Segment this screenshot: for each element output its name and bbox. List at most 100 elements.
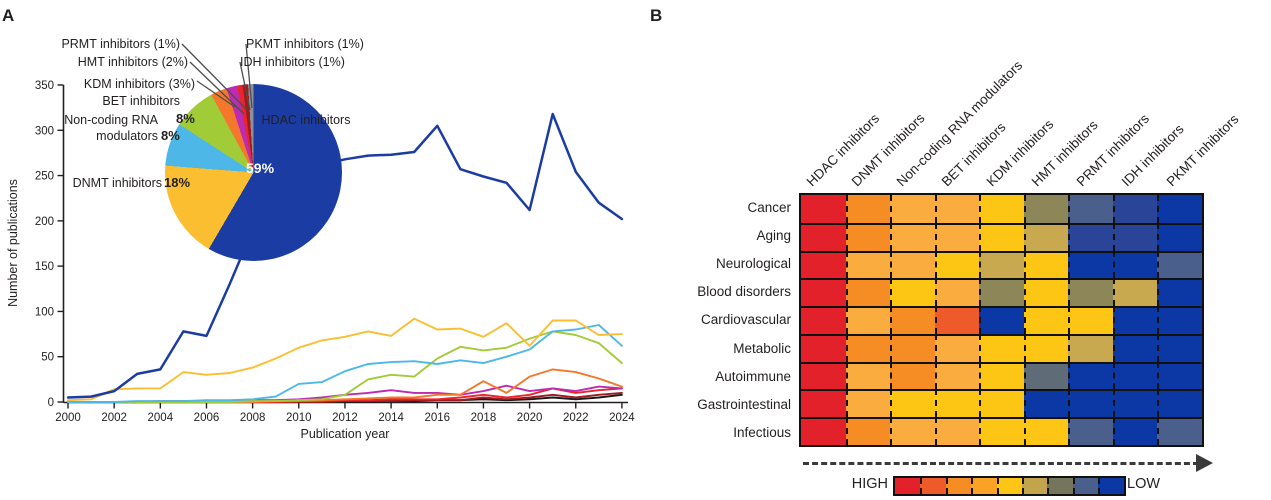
y-tick-label: 100 bbox=[35, 306, 54, 318]
y-tick-label: 0 bbox=[48, 397, 54, 409]
color-scale-swatch bbox=[920, 478, 946, 494]
heatmap-cell bbox=[1157, 333, 1202, 362]
heatmap-cell bbox=[1112, 250, 1158, 279]
heatmap-row-label: Blood disorders bbox=[697, 284, 791, 300]
pie-percent-bet: 8% bbox=[176, 111, 195, 126]
heatmap-cell bbox=[934, 195, 980, 223]
heatmap-row-label: Cancer bbox=[747, 199, 791, 215]
heatmap-cell bbox=[890, 361, 935, 390]
heatmap-cell bbox=[1023, 333, 1069, 362]
heatmap-cell bbox=[1112, 361, 1158, 390]
heatmap-row-label: Gastrointestinal bbox=[697, 397, 791, 413]
panel-b-label: B bbox=[650, 6, 663, 25]
heatmap-cell bbox=[1068, 389, 1113, 418]
heatmap-cell bbox=[801, 333, 846, 362]
heatmap-cell bbox=[890, 389, 935, 418]
heatmap-cell bbox=[934, 222, 980, 251]
y-axis-title: Number of publications bbox=[6, 179, 20, 307]
series-line-non-coding-rna-modulators bbox=[67, 324, 623, 403]
heatmap-cell bbox=[845, 333, 891, 362]
color-scale-swatch bbox=[1021, 478, 1048, 494]
heatmap-cell bbox=[1112, 333, 1158, 362]
heatmap-cell bbox=[1157, 417, 1202, 445]
heatmap-row-labels: Cancer Aging Neurological Blood disorders Ca… bbox=[640, 193, 795, 447]
publications-line-chart: 0 50 100 150 200 250 300 350 2000 2002 2004 2006 200… bbox=[6, 80, 635, 441]
x-tick-label: 2012 bbox=[332, 412, 358, 424]
heatmap-cell bbox=[979, 195, 1024, 223]
heatmap-cell bbox=[890, 417, 935, 445]
legend-high-label: HIGH bbox=[851, 476, 888, 492]
y-tick-label: 250 bbox=[35, 171, 54, 183]
heatmap-cell bbox=[1157, 361, 1202, 390]
heatmap-cell bbox=[1112, 389, 1158, 418]
y-tick-label: 50 bbox=[41, 352, 54, 364]
heatmap-cell bbox=[1157, 195, 1202, 223]
heatmap-cell bbox=[801, 222, 846, 251]
heatmap-cell bbox=[801, 278, 846, 307]
heatmap-cell bbox=[890, 195, 935, 223]
color-scale-swatch bbox=[1098, 478, 1124, 494]
x-tick-label: 2002 bbox=[101, 412, 127, 424]
color-scale-swatch bbox=[1072, 478, 1099, 494]
heatmap-row-label: Autoimmune bbox=[715, 368, 791, 384]
heatmap-cell bbox=[1023, 195, 1069, 223]
pie-percent-ncrna: 8% bbox=[161, 128, 180, 143]
heatmap-cell bbox=[979, 333, 1024, 362]
heatmap-cell bbox=[1112, 278, 1158, 307]
pie-callout-pkmt: PKMT inhibitors (1%) bbox=[246, 36, 364, 51]
pie-callout-idh: IDH inhibitors (1%) bbox=[240, 54, 345, 69]
heatmap-cell bbox=[801, 250, 846, 279]
heatmap-cell bbox=[801, 417, 846, 445]
heatmap-row-label: Metabolic bbox=[733, 340, 791, 356]
heatmap-cell bbox=[845, 389, 891, 418]
heatmap-cell bbox=[845, 306, 891, 334]
color-scale-swatch bbox=[971, 478, 997, 494]
heatmap-cell bbox=[979, 306, 1024, 334]
x-tick-label: 2000 bbox=[55, 412, 81, 424]
heatmap-cell bbox=[1068, 417, 1113, 445]
heatmap-cell bbox=[845, 222, 891, 251]
pie-callout-prmt: PRMT inhibitors (1%) bbox=[61, 36, 180, 51]
heatmap-cell bbox=[890, 333, 935, 362]
heatmap-cell bbox=[934, 306, 980, 334]
heatmap-row-label: Infectious bbox=[733, 425, 791, 441]
panel-b: B HDAC inhibitors DNMT inhibitors Non-codi… bbox=[640, 0, 1271, 500]
x-tick-label: 2008 bbox=[240, 412, 266, 424]
heatmap-cell bbox=[934, 361, 980, 390]
heatmap-cell bbox=[1157, 389, 1202, 418]
panel-a-label: A bbox=[2, 6, 15, 25]
color-scale-swatch bbox=[945, 478, 972, 494]
heatmap-cell bbox=[1023, 278, 1069, 307]
x-tick-label: 2018 bbox=[471, 412, 497, 424]
color-scale-bar bbox=[893, 476, 1126, 496]
heatmap-cell bbox=[1068, 333, 1113, 362]
heatmap-cell bbox=[1023, 361, 1069, 390]
x-tick-label: 2020 bbox=[517, 412, 543, 424]
series-line-dnmt-inhibitors bbox=[67, 317, 623, 402]
heatmap-cell bbox=[801, 389, 846, 418]
heatmap-cell bbox=[1157, 222, 1202, 251]
pie-callout-dnmt: DNMT inhibitors bbox=[72, 176, 162, 190]
heatmap-cell bbox=[1157, 306, 1202, 334]
heatmap-cell bbox=[1112, 195, 1158, 223]
pie-callout-kdm: KDM inhibitors (3%) bbox=[83, 76, 195, 91]
heatmap-row-label: Cardiovascular bbox=[700, 312, 791, 328]
heatmap-cell bbox=[845, 250, 891, 279]
heatmap-cell bbox=[801, 195, 846, 223]
heatmap-cell bbox=[845, 195, 891, 223]
x-tick-label: 2010 bbox=[286, 412, 312, 424]
disease-heatmap-grid bbox=[799, 193, 1204, 447]
heatmap-cell bbox=[1068, 306, 1113, 334]
pie-percent-hdac: 59% bbox=[246, 160, 275, 176]
x-tick-label: 2016 bbox=[424, 412, 450, 424]
heatmap-cell bbox=[1023, 417, 1069, 445]
heatmap-cell bbox=[1112, 417, 1158, 445]
heatmap-cell bbox=[934, 250, 980, 279]
pie-percent-dnmt: 18% bbox=[164, 175, 191, 190]
x-tick-label: 2022 bbox=[563, 412, 589, 424]
heatmap-cell bbox=[979, 278, 1024, 307]
legend-low-label: LOW bbox=[1127, 476, 1161, 492]
pie-callout-ncrna: Non-coding RNA modulators bbox=[64, 113, 158, 143]
heatmap-cell bbox=[890, 306, 935, 334]
